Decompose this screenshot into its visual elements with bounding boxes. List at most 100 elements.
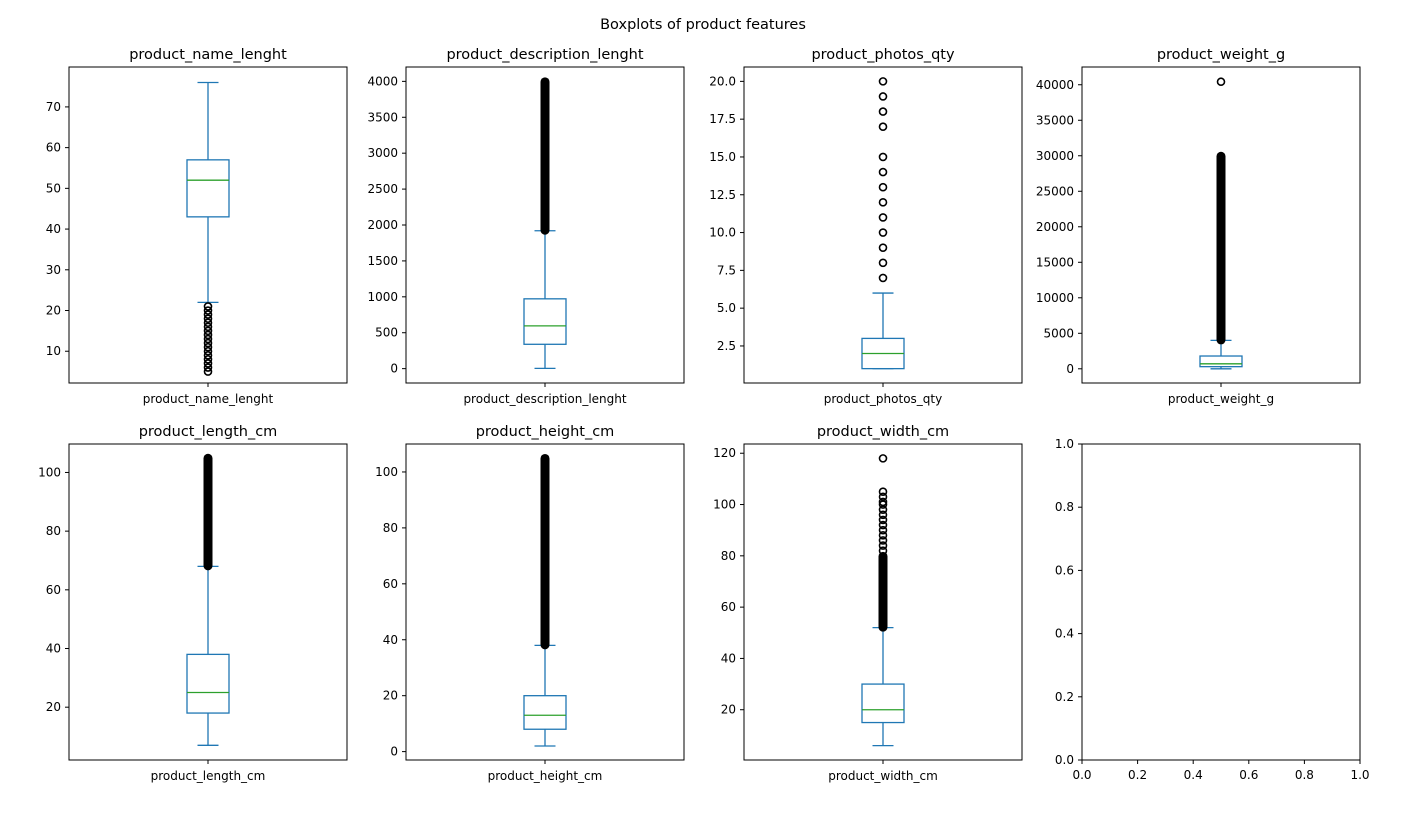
y-tick-label: 0.6 [1055,563,1074,577]
y-tick-label: 0.0 [1055,753,1074,767]
y-tick-label: 20000 [1036,220,1074,234]
y-tick-label: 80 [383,521,398,535]
y-tick-label: 20 [46,304,61,318]
y-tick-label: 35000 [1036,113,1074,127]
y-tick-label: 12.5 [709,188,736,202]
subplot-product_width_cm: product_width_cm 20 40 60 80 100 120 product_wi… [713,424,1023,783]
x-tick-label: product_length_cm [151,769,266,783]
y-tick-label: 0 [390,745,398,759]
outlier-point [203,351,213,360]
y-tick-label: 40 [383,633,398,647]
y-tick-label: 20 [383,689,398,703]
y-tick-label: 0 [1066,362,1074,376]
y-tick-label: 5.0 [717,301,736,315]
y-tick-label: 60 [46,141,61,155]
y-tick-label: 80 [46,524,61,538]
outlier-point [203,334,213,344]
outlier-point [203,338,213,348]
outlier-point [878,243,888,252]
y-tick-label: 7.5 [717,263,736,277]
y-tick-label: 1500 [367,254,398,268]
x-tick-label: 0.0 [1072,768,1091,782]
outlier-point [203,318,213,328]
outlier-point [878,510,888,520]
y-tick-label: 0 [390,362,398,376]
y-tick-label: 40 [46,642,61,656]
iqr-box [523,298,567,345]
subplot-product_photos_qty: product_photos_qty 2.5 5.0 7.5 10.0 12.5 15.0 1… [709,47,1023,406]
y-tick-label: 10000 [1036,291,1074,305]
outlier-point [878,541,888,550]
outlier-point [878,77,888,86]
outlier-point [203,330,213,340]
y-tick-label: 25000 [1036,184,1074,198]
y-tick-label: 20.0 [709,74,736,88]
outlier-point [203,342,213,352]
iqr-box [523,695,567,730]
subplot-grid: product_name_lenght 10 20 30 40 50 60 70 product… [38,47,1369,783]
y-tick-label: 60 [721,600,736,614]
y-tick-label: 40 [46,222,61,236]
x-tick-label: product_name_lenght [143,392,274,406]
y-tick-label: 15.0 [709,150,736,164]
y-tick-label: 17.5 [709,112,736,126]
outlier-point [878,122,888,132]
outlier-point [878,525,888,535]
y-tick-label: 60 [383,577,398,591]
y-tick-label: 0.2 [1055,690,1074,704]
subplot-title: product_weight_g [1157,47,1285,63]
y-tick-label: 40 [721,651,736,665]
outlier-point [203,322,213,332]
y-tick-label: 4000 [367,74,398,88]
subplot-empty: 0.0 0.2 0.4 0.6 0.8 1.0 0.0 0.2 0.4 0.6 0.8 1.0 [1055,437,1370,782]
outlier-point [878,454,888,463]
y-tick-label: 10 [46,344,61,358]
y-tick-label: 30000 [1036,149,1074,163]
iqr-box [186,159,230,218]
outlier-point [878,497,888,507]
outlier-point [203,314,213,323]
y-tick-label: 10.0 [709,226,736,240]
outlier-point [878,536,888,545]
y-tick-label: 1000 [367,290,398,304]
outlier-point [878,258,888,268]
outlier-point [878,531,888,540]
dense-outliers [203,453,213,571]
y-tick-label: 2000 [367,218,398,232]
dense-outliers [540,77,550,235]
y-tick-label: 2.5 [717,339,736,353]
x-tick-label: product_description_lenght [463,392,626,406]
y-tick-label: 20 [46,700,61,714]
outlier-point [878,182,888,192]
iqr-box [861,683,905,724]
outlier-point [878,92,888,101]
y-tick-label: 3000 [367,146,398,160]
subplot-product_height_cm: product_height_cm 0 20 40 60 80 100 product_hei… [375,424,685,783]
x-tick-label: 0.8 [1295,768,1314,782]
outlier-point [203,310,213,319]
outlier-point [203,355,213,364]
iqr-box [186,653,230,714]
outlier-point [203,346,213,356]
axes-frame [1081,443,1361,761]
y-tick-label: 15000 [1036,255,1074,269]
x-tick-label: 0.4 [1184,768,1203,782]
figure-title: Boxplots of product features [600,17,806,33]
subplot-product_length_cm: product_length_cm 20 40 60 80 100 product_leng… [38,424,348,783]
x-tick-label: product_photos_qty [824,392,942,406]
y-tick-label: 2500 [367,182,398,196]
subplot-product_weight_g: product_weight_g 0 5000 10000 15000 20000 2500… [1036,47,1361,406]
subplot-title: product_length_cm [139,424,278,440]
y-tick-label: 20 [721,703,736,717]
outlier-point [203,367,213,376]
y-tick-label: 80 [721,549,736,563]
iqr-box [1199,355,1243,368]
outlier-point [878,487,888,497]
outlier-point [878,213,888,222]
outlier-point [203,363,213,372]
y-tick-label: 0.8 [1055,500,1074,514]
subplot-title: product_description_lenght [446,47,643,63]
outlier-point [878,167,888,177]
outlier-point [878,198,888,207]
